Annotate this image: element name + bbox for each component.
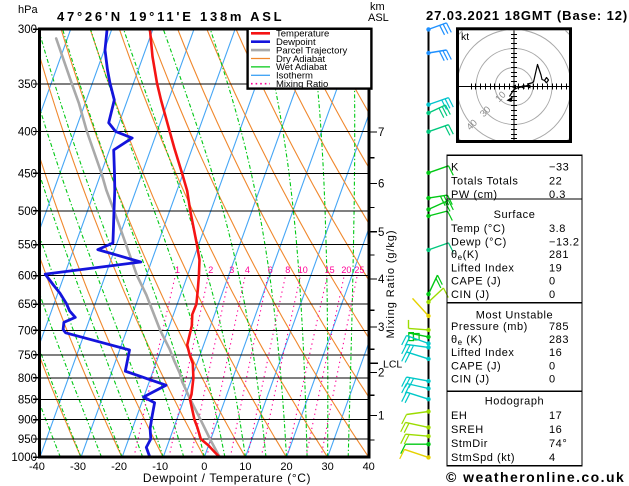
svg-text:Lifted Index: Lifted Index	[451, 262, 514, 274]
svg-text:θe(K): θe(K)	[451, 249, 479, 262]
svg-text:4: 4	[378, 274, 385, 286]
svg-text:600: 600	[18, 271, 37, 283]
svg-text:-20: -20	[111, 461, 127, 473]
svg-text:800: 800	[18, 373, 37, 385]
svg-text:SREH: SREH	[451, 424, 484, 436]
svg-text:PW (cm): PW (cm)	[451, 189, 498, 201]
svg-text:3.8: 3.8	[549, 223, 566, 235]
svg-text:Temp (°C): Temp (°C)	[451, 223, 506, 235]
svg-text:4: 4	[549, 452, 556, 464]
svg-text:Mixing Ratio (g/kg): Mixing Ratio (g/kg)	[385, 230, 397, 339]
svg-text:3: 3	[229, 265, 234, 275]
svg-text:Dewpoint: Dewpoint	[276, 37, 316, 48]
svg-text:Surface: Surface	[494, 209, 536, 221]
svg-text:Temperature: Temperature	[276, 29, 329, 40]
svg-text:74°: 74°	[549, 438, 567, 450]
svg-text:kt: kt	[461, 31, 469, 43]
svg-text:1000: 1000	[11, 452, 37, 464]
svg-text:0: 0	[549, 360, 556, 372]
svg-text:350: 350	[18, 79, 37, 91]
svg-text:-30: -30	[70, 461, 86, 473]
svg-text:-10: -10	[152, 461, 168, 473]
svg-text:17: 17	[549, 410, 562, 422]
svg-text:1: 1	[378, 411, 384, 423]
svg-text:3: 3	[378, 322, 384, 334]
svg-text:5: 5	[378, 227, 384, 239]
svg-text:Wet Adiabat: Wet Adiabat	[276, 62, 327, 73]
svg-text:500: 500	[18, 206, 37, 218]
svg-text:EH: EH	[451, 410, 467, 422]
svg-text:LCL: LCL	[383, 358, 402, 370]
svg-text:Hodograph: Hodograph	[485, 395, 544, 407]
svg-text:Parcel Trajectory: Parcel Trajectory	[276, 45, 348, 56]
svg-text:950: 950	[18, 434, 37, 446]
svg-text:25: 25	[354, 265, 364, 275]
svg-text:CAPE (J): CAPE (J)	[451, 360, 501, 372]
svg-text:7: 7	[378, 127, 384, 139]
svg-text:4: 4	[245, 265, 250, 275]
svg-text:0: 0	[549, 276, 556, 288]
svg-text:8: 8	[285, 265, 290, 275]
svg-text:© weatheronline.co.uk: © weatheronline.co.uk	[446, 469, 625, 485]
svg-text:Dewp (°C): Dewp (°C)	[451, 236, 507, 248]
svg-text:θe (K): θe (K)	[451, 334, 483, 347]
svg-text:ASL: ASL	[368, 12, 389, 24]
svg-text:785: 785	[549, 321, 569, 333]
svg-text:300: 300	[18, 24, 37, 36]
svg-text:10: 10	[239, 461, 251, 473]
svg-text:20: 20	[280, 461, 292, 473]
svg-text:900: 900	[18, 415, 37, 427]
svg-text:16: 16	[549, 424, 562, 436]
svg-text:16: 16	[549, 347, 562, 359]
svg-text:20: 20	[341, 265, 351, 275]
svg-text:6: 6	[268, 265, 273, 275]
svg-text:0: 0	[201, 461, 207, 473]
svg-text:0: 0	[549, 289, 556, 301]
svg-text:700: 700	[18, 325, 37, 337]
svg-text:Pressure (mb): Pressure (mb)	[451, 321, 528, 333]
svg-text:K: K	[451, 162, 459, 174]
svg-text:400: 400	[18, 127, 37, 139]
svg-text:Lifted Index: Lifted Index	[451, 347, 514, 359]
svg-text:19: 19	[549, 262, 562, 274]
svg-text:Dry Adiabat: Dry Adiabat	[276, 54, 325, 65]
svg-text:550: 550	[18, 240, 37, 252]
svg-text:Totals Totals: Totals Totals	[451, 175, 518, 187]
svg-text:Isotherm: Isotherm	[276, 71, 313, 82]
svg-text:Most Unstable: Most Unstable	[476, 309, 553, 321]
svg-text:-40: -40	[29, 461, 45, 473]
svg-text:2: 2	[378, 368, 384, 380]
svg-text:850: 850	[18, 394, 37, 406]
svg-text:40: 40	[363, 461, 375, 473]
svg-text:47°26'N 19°11'E 138m ASL: 47°26'N 19°11'E 138m ASL	[57, 9, 284, 24]
svg-text:22: 22	[549, 175, 562, 187]
svg-text:2: 2	[208, 265, 213, 275]
svg-text:StmDir: StmDir	[451, 438, 488, 450]
svg-text:283: 283	[549, 334, 569, 346]
svg-text:1: 1	[175, 265, 180, 275]
svg-text:Dewpoint / Temperature (°C): Dewpoint / Temperature (°C)	[143, 471, 311, 485]
svg-text:281: 281	[549, 249, 569, 261]
svg-text:750: 750	[18, 350, 37, 362]
svg-text:CIN (J): CIN (J)	[451, 373, 490, 385]
svg-text:km: km	[370, 1, 385, 13]
svg-text:CIN (J): CIN (J)	[451, 289, 490, 301]
svg-text:hPa: hPa	[18, 4, 38, 16]
svg-text:Mixing Ratio: Mixing Ratio	[276, 79, 328, 90]
svg-text:0: 0	[549, 373, 556, 385]
svg-text:CAPE (J): CAPE (J)	[451, 276, 501, 288]
svg-text:0.3: 0.3	[549, 189, 566, 201]
svg-text:10: 10	[298, 265, 308, 275]
svg-text:−13.2: −13.2	[549, 236, 580, 248]
svg-text:−33: −33	[549, 162, 569, 174]
svg-text:15: 15	[325, 265, 335, 275]
svg-text:StmSpd (kt): StmSpd (kt)	[451, 452, 515, 464]
svg-text:450: 450	[18, 168, 37, 180]
svg-text:6: 6	[378, 179, 384, 191]
svg-text:650: 650	[18, 299, 37, 311]
svg-text:30: 30	[321, 461, 333, 473]
svg-text:27.03.2021 18GMT (Base: 12): 27.03.2021 18GMT (Base: 12)	[426, 8, 628, 23]
